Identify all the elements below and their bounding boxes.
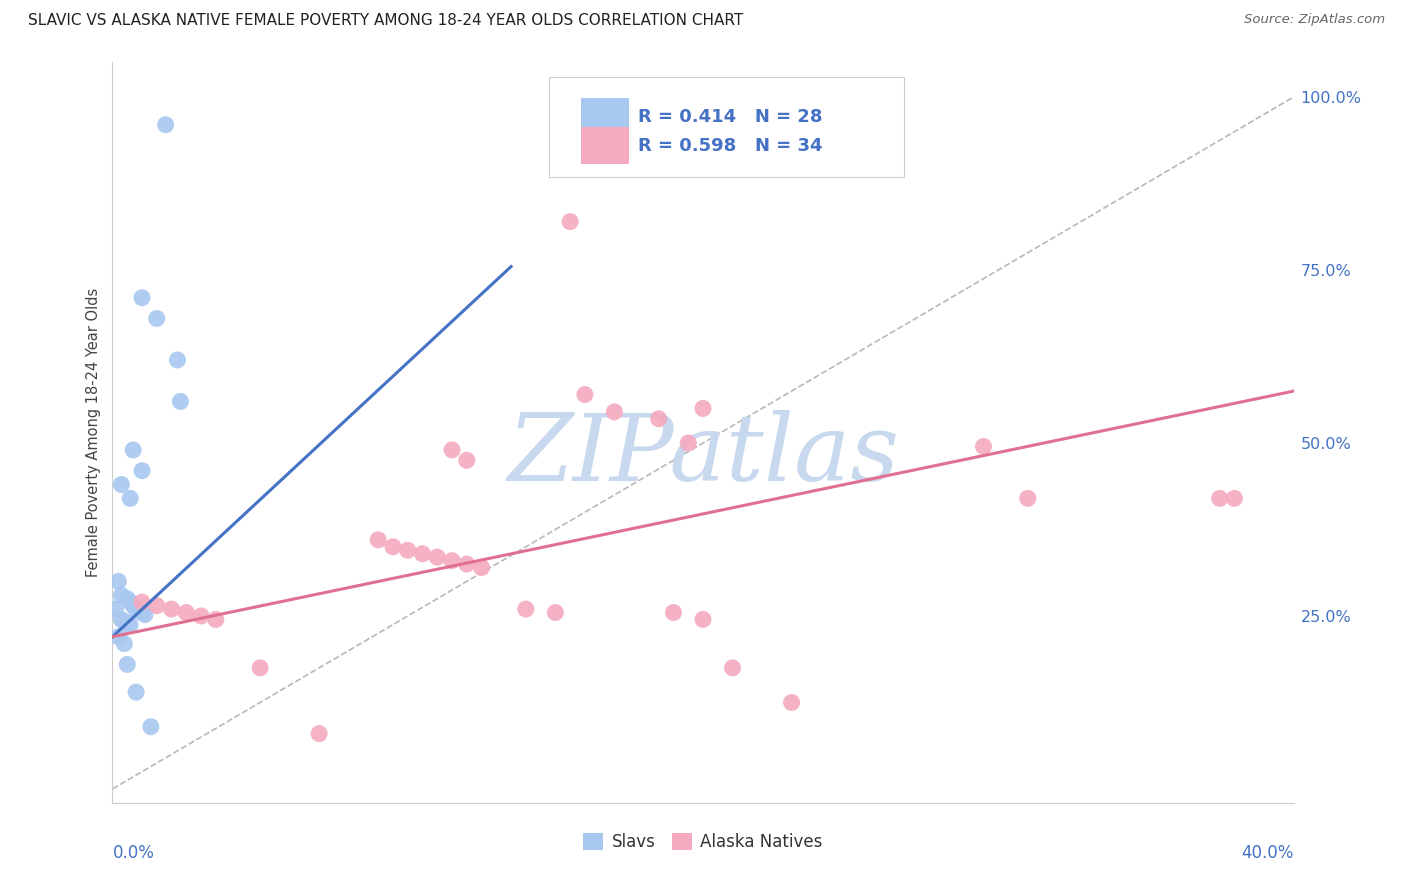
Text: R = 0.598   N = 34: R = 0.598 N = 34 — [638, 137, 823, 155]
Point — [692, 612, 714, 626]
Point — [125, 685, 148, 699]
Point — [678, 436, 700, 450]
Point — [122, 599, 145, 613]
Text: Source: ZipAtlas.com: Source: ZipAtlas.com — [1244, 13, 1385, 27]
Point — [1223, 491, 1246, 506]
Point — [692, 401, 714, 416]
Point — [117, 615, 138, 630]
Point — [110, 612, 132, 626]
Text: 0.0%: 0.0% — [112, 844, 155, 862]
Point — [120, 595, 142, 609]
Text: ZIPatlas: ZIPatlas — [508, 409, 898, 500]
Point — [120, 618, 142, 632]
Point — [456, 557, 478, 571]
Point — [160, 602, 183, 616]
Point — [367, 533, 389, 547]
Point — [1017, 491, 1039, 506]
Point — [169, 394, 191, 409]
Point — [441, 554, 464, 568]
Point — [470, 560, 494, 574]
Point — [146, 599, 169, 613]
Point — [721, 661, 744, 675]
Point — [456, 453, 478, 467]
Point — [139, 720, 162, 734]
Point — [104, 602, 127, 616]
Point — [662, 606, 685, 620]
Text: 40.0%: 40.0% — [1241, 844, 1294, 862]
Point — [146, 311, 169, 326]
Point — [249, 661, 271, 675]
Point — [308, 726, 330, 740]
Point — [134, 607, 156, 622]
Point — [190, 609, 212, 624]
Text: SLAVIC VS ALASKA NATIVE FEMALE POVERTY AMONG 18-24 YEAR OLDS CORRELATION CHART: SLAVIC VS ALASKA NATIVE FEMALE POVERTY A… — [28, 13, 744, 29]
Point — [515, 602, 537, 616]
Point — [107, 574, 129, 589]
Point — [544, 606, 567, 620]
Point — [112, 637, 135, 651]
Point — [120, 491, 142, 506]
Point — [558, 214, 582, 228]
Point — [396, 543, 419, 558]
Point — [128, 603, 150, 617]
Point — [112, 615, 135, 629]
Point — [131, 291, 153, 305]
Legend: Slavs, Alaska Natives: Slavs, Alaska Natives — [576, 826, 830, 857]
Point — [1208, 491, 1232, 506]
Point — [574, 387, 596, 401]
Point — [973, 440, 995, 454]
Point — [155, 118, 177, 132]
Point — [131, 606, 153, 620]
Text: R = 0.414   N = 28: R = 0.414 N = 28 — [638, 108, 823, 126]
Point — [107, 630, 129, 644]
Point — [131, 595, 153, 609]
Point — [117, 657, 138, 672]
Y-axis label: Female Poverty Among 18-24 Year Olds: Female Poverty Among 18-24 Year Olds — [86, 288, 101, 577]
FancyBboxPatch shape — [581, 128, 628, 164]
Point — [382, 540, 405, 554]
Point — [166, 353, 188, 368]
FancyBboxPatch shape — [581, 98, 628, 136]
Point — [426, 550, 449, 565]
Point — [780, 696, 803, 710]
Point — [647, 411, 671, 425]
Point — [117, 591, 138, 606]
Point — [131, 464, 153, 478]
Point — [174, 606, 197, 620]
Point — [125, 602, 148, 616]
Point — [411, 547, 433, 561]
Point — [110, 477, 132, 491]
Point — [110, 588, 132, 602]
FancyBboxPatch shape — [550, 78, 904, 178]
Point — [122, 442, 145, 457]
Point — [205, 612, 228, 626]
Point — [441, 442, 464, 457]
Point — [603, 405, 626, 419]
